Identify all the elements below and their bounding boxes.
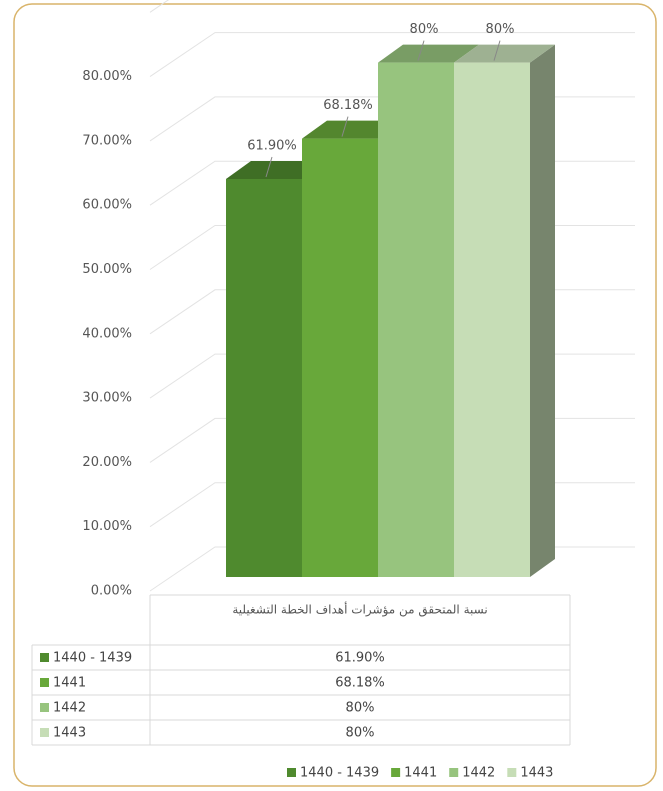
y-tick-label: 10.00% xyxy=(82,519,132,534)
legend-key xyxy=(391,768,401,777)
data-label: 68.18% xyxy=(323,98,373,113)
bar xyxy=(302,138,378,577)
bar-top xyxy=(378,44,479,63)
leader-line xyxy=(341,116,349,137)
bar-top xyxy=(302,120,403,139)
bar xyxy=(454,62,530,578)
table-value: 80% xyxy=(346,726,375,741)
row-label: 1442 xyxy=(53,701,86,716)
grid-line xyxy=(149,32,635,78)
category-label: نسبة المتحقق من مؤشرات أهداف الخطة التشغ… xyxy=(232,602,487,618)
y-tick-label: 20.00% xyxy=(82,455,132,470)
legend-key xyxy=(40,653,49,662)
y-tick-label: 0.00% xyxy=(91,584,132,599)
row-label: 1443 xyxy=(53,726,86,741)
legend-label: 1443 xyxy=(520,766,553,781)
table-value: 61.90% xyxy=(335,651,385,666)
legend-label: 1440 - 1439 xyxy=(300,766,379,781)
leader-line xyxy=(417,40,425,61)
bar-side xyxy=(530,44,555,578)
leader-line xyxy=(493,40,501,61)
legend-label: 1441 xyxy=(404,766,437,781)
data-label: 80% xyxy=(486,22,515,37)
bar xyxy=(378,62,454,578)
row-label: 1440 - 1439 xyxy=(53,651,132,666)
legend-key xyxy=(40,678,49,687)
bar-top xyxy=(226,160,327,179)
bar-top xyxy=(454,44,555,63)
leader-line xyxy=(265,156,273,178)
y-tick-label: 80.00% xyxy=(82,69,132,84)
legend-label: 1442 xyxy=(462,766,495,781)
y-tick-label: 50.00% xyxy=(82,262,132,277)
legend-key xyxy=(287,768,296,777)
legend-key xyxy=(40,703,49,712)
y-tick-label: 40.00% xyxy=(82,326,132,341)
y-tick-label: 70.00% xyxy=(82,133,132,148)
data-label: 61.90% xyxy=(247,138,297,153)
legend-key xyxy=(449,768,459,777)
y-tick-label: 30.00% xyxy=(82,391,132,406)
table-value: 80% xyxy=(346,701,375,716)
row-label: 1441 xyxy=(53,676,86,691)
bar xyxy=(226,178,302,577)
legend-key xyxy=(40,728,49,737)
y-tick-label: 60.00% xyxy=(82,198,132,213)
table-value: 68.18% xyxy=(335,676,385,691)
legend-key xyxy=(507,768,517,777)
data-label: 80% xyxy=(410,22,439,37)
